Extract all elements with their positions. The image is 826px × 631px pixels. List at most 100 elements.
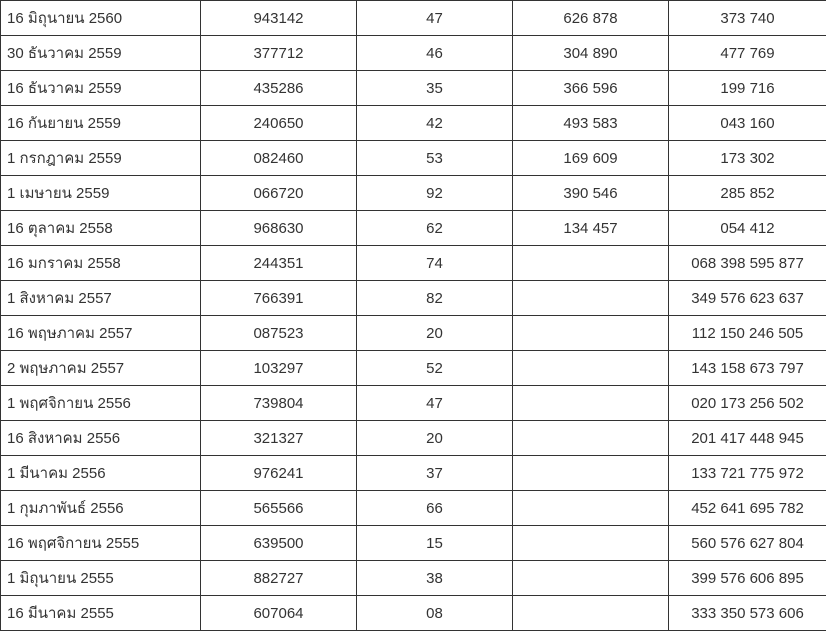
table-cell: 377712 xyxy=(201,36,357,71)
table-cell xyxy=(513,316,669,351)
table-row: 1 เมษายน 255906672092390 546285 852 xyxy=(1,176,826,211)
table-cell: 37 xyxy=(357,456,513,491)
table-cell: 333 350 573 606 xyxy=(669,596,826,631)
table-cell: 043 160 xyxy=(669,106,826,141)
table-cell: 390 546 xyxy=(513,176,669,211)
table-row: 16 ธันวาคม 255943528635366 596199 716 xyxy=(1,71,826,106)
table-cell: 2 พฤษภาคม 2557 xyxy=(1,351,201,386)
table-cell: 493 583 xyxy=(513,106,669,141)
table-cell: 66 xyxy=(357,491,513,526)
table-cell: 92 xyxy=(357,176,513,211)
table-cell: 054 412 xyxy=(669,211,826,246)
table-cell: 47 xyxy=(357,386,513,421)
table-cell: 373 740 xyxy=(669,1,826,36)
table-cell: 1 มีนาคม 2556 xyxy=(1,456,201,491)
table-cell: 16 พฤศจิกายน 2555 xyxy=(1,526,201,561)
table-cell: 16 พฤษภาคม 2557 xyxy=(1,316,201,351)
table-cell: 304 890 xyxy=(513,36,669,71)
table-cell: 35 xyxy=(357,71,513,106)
table-cell: 16 มิถุนายน 2560 xyxy=(1,1,201,36)
table-cell: 240650 xyxy=(201,106,357,141)
table-cell: 16 ธันวาคม 2559 xyxy=(1,71,201,106)
table-cell: 46 xyxy=(357,36,513,71)
table-cell: 1 สิงหาคม 2557 xyxy=(1,281,201,316)
table-row: 16 กันยายน 255924065042493 583043 160 xyxy=(1,106,826,141)
lottery-table: 16 มิถุนายน 256094314247626 878373 74030… xyxy=(0,0,826,631)
table-cell: 16 มกราคม 2558 xyxy=(1,246,201,281)
table-cell: 435286 xyxy=(201,71,357,106)
table-cell: 08 xyxy=(357,596,513,631)
table-cell: 143 158 673 797 xyxy=(669,351,826,386)
table-cell: 349 576 623 637 xyxy=(669,281,826,316)
table-cell: 1 เมษายน 2559 xyxy=(1,176,201,211)
table-row: 1 มิถุนายน 255588272738399 576 606 895 xyxy=(1,561,826,596)
table-cell: 47 xyxy=(357,1,513,36)
table-cell: 399 576 606 895 xyxy=(669,561,826,596)
table-row: 16 มกราคม 255824435174068 398 595 877 xyxy=(1,246,826,281)
table-cell: 321327 xyxy=(201,421,357,456)
table-cell: 20 xyxy=(357,421,513,456)
table-cell: 112 150 246 505 xyxy=(669,316,826,351)
table-cell: 020 173 256 502 xyxy=(669,386,826,421)
table-cell: 82 xyxy=(357,281,513,316)
table-cell: 244351 xyxy=(201,246,357,281)
table-cell: 103297 xyxy=(201,351,357,386)
table-cell: 639500 xyxy=(201,526,357,561)
table-cell: 766391 xyxy=(201,281,357,316)
table-cell: 16 ตุลาคม 2558 xyxy=(1,211,201,246)
table-cell xyxy=(513,491,669,526)
table-cell: 52 xyxy=(357,351,513,386)
table-cell: 366 596 xyxy=(513,71,669,106)
table-cell: 087523 xyxy=(201,316,357,351)
table-cell: 15 xyxy=(357,526,513,561)
table-row: 2 พฤษภาคม 255710329752 143 158 673 797 xyxy=(1,351,826,386)
table-cell: 16 มีนาคม 2555 xyxy=(1,596,201,631)
table-cell xyxy=(513,281,669,316)
table-cell: 169 609 xyxy=(513,141,669,176)
table-cell: 20 xyxy=(357,316,513,351)
table-cell: 565566 xyxy=(201,491,357,526)
table-cell xyxy=(513,351,669,386)
table-row: 16 สิงหาคม 255632132720201 417 448 945 xyxy=(1,421,826,456)
table-cell: 285 852 xyxy=(669,176,826,211)
table-cell: 199 716 xyxy=(669,71,826,106)
lottery-table-body: 16 มิถุนายน 256094314247626 878373 74030… xyxy=(1,1,826,631)
table-cell: 976241 xyxy=(201,456,357,491)
table-row: 1 กุมภาพันธ์ 255656556666 452 641 695 782 xyxy=(1,491,826,526)
table-cell: 477 769 xyxy=(669,36,826,71)
table-cell xyxy=(513,456,669,491)
table-cell: 1 มิถุนายน 2555 xyxy=(1,561,201,596)
table-cell: 626 878 xyxy=(513,1,669,36)
table-cell: 133 721 775 972 xyxy=(669,456,826,491)
table-cell: 134 457 xyxy=(513,211,669,246)
table-row: 16 มีนาคม 255560706408 333 350 573 606 xyxy=(1,596,826,631)
table-row: 16 ตุลาคม 255896863062134 457054 412 xyxy=(1,211,826,246)
table-cell: 16 กันยายน 2559 xyxy=(1,106,201,141)
table-cell: 452 641 695 782 xyxy=(669,491,826,526)
table-cell: 1 พฤศจิกายน 2556 xyxy=(1,386,201,421)
lottery-table-container: 16 มิถุนายน 256094314247626 878373 74030… xyxy=(0,0,826,631)
table-cell: 082460 xyxy=(201,141,357,176)
table-cell: 74 xyxy=(357,246,513,281)
table-cell xyxy=(513,246,669,281)
table-cell: 16 สิงหาคม 2556 xyxy=(1,421,201,456)
table-cell xyxy=(513,596,669,631)
table-row: 16 พฤษภาคม 255708752320 112 150 246 505 xyxy=(1,316,826,351)
table-row: 16 พฤศจิกายน 255563950015 560 576 627 804 xyxy=(1,526,826,561)
table-cell: 1 กรกฎาคม 2559 xyxy=(1,141,201,176)
table-cell: 173 302 xyxy=(669,141,826,176)
table-row: 1 กรกฎาคม 255908246053169 609173 302 xyxy=(1,141,826,176)
table-cell: 560 576 627 804 xyxy=(669,526,826,561)
table-cell: 1 กุมภาพันธ์ 2556 xyxy=(1,491,201,526)
table-row: 30 ธันวาคม 255937771246304 890477 769 xyxy=(1,36,826,71)
table-cell: 066720 xyxy=(201,176,357,211)
table-cell: 62 xyxy=(357,211,513,246)
table-cell: 739804 xyxy=(201,386,357,421)
table-cell: 882727 xyxy=(201,561,357,596)
table-row: 1 สิงหาคม 255776639182 349 576 623 637 xyxy=(1,281,826,316)
table-cell: 943142 xyxy=(201,1,357,36)
table-row: 1 มีนาคม 255697624137 133 721 775 972 xyxy=(1,456,826,491)
table-cell: 42 xyxy=(357,106,513,141)
table-cell xyxy=(513,386,669,421)
table-cell: 607064 xyxy=(201,596,357,631)
